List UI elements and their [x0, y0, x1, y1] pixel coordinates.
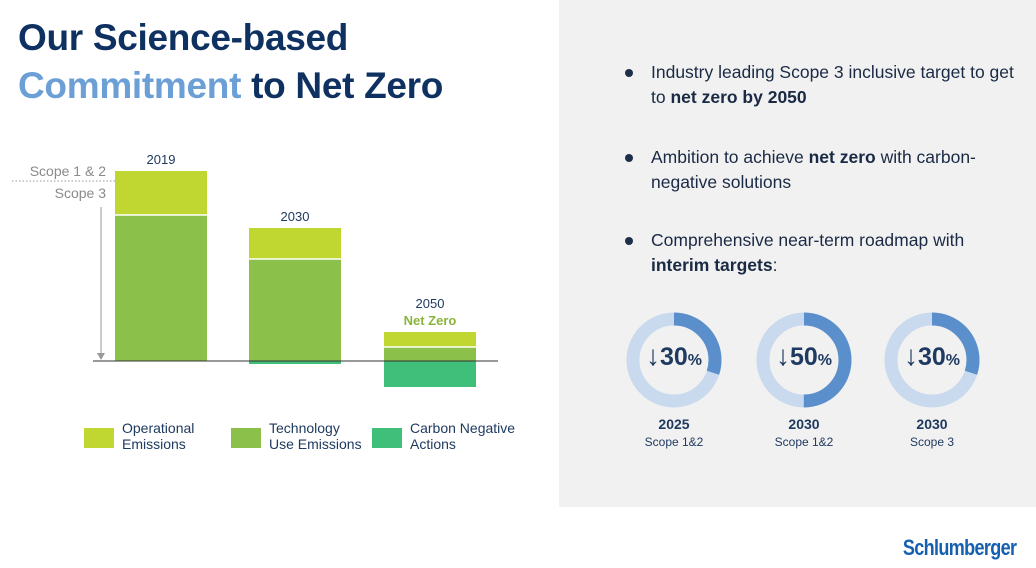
- page-title: Our Science-based Commitment to Net Zero: [18, 14, 443, 110]
- target-scope: Scope 3: [909, 435, 955, 449]
- target-2025-scope12: ↓30% 2025 Scope 1&2: [624, 310, 724, 449]
- legend-item-carbon-negative: Carbon Negative Actions: [372, 420, 515, 454]
- title-line1: Our Science-based: [18, 17, 349, 58]
- category-label-2050: 2050: [416, 296, 445, 311]
- target-scope: Scope 1&2: [774, 435, 834, 449]
- bullet3-text-post: :: [772, 255, 778, 275]
- bullet1-text: Industry leading Scope 3 inclusive targe…: [651, 62, 1014, 107]
- bar-operational-2019: [115, 171, 207, 215]
- bar-technology-2019: [115, 215, 207, 361]
- bullet3-text: Comprehensive near-term roadmap with: [651, 230, 965, 250]
- scope-12-label: Scope 1 & 2: [30, 163, 106, 179]
- legend-swatch-technology: [231, 428, 261, 448]
- bullet2-text: Ambition to achieve: [651, 147, 809, 167]
- bullet1-bold: net zero by 2050: [670, 87, 807, 107]
- bullet-roadmap: Comprehensive near-term roadmap with int…: [622, 228, 1022, 278]
- bullet3-bold: interim targets: [651, 255, 773, 275]
- down-arrow-icon: ↓: [903, 340, 918, 371]
- target-year: 2030: [916, 416, 948, 432]
- bar-technology-2030: [249, 259, 341, 361]
- target-unit: %: [945, 352, 961, 369]
- net-zero-label: Net Zero: [404, 313, 457, 328]
- donut-progress: [884, 312, 980, 408]
- bullet2-text-post: with carbon-negative solutions: [651, 147, 976, 192]
- target-value: 30: [659, 343, 688, 371]
- bar-operational-2030: [249, 228, 341, 259]
- category-label-2019: 2019: [147, 152, 176, 167]
- scope-3-label: Scope 3: [55, 185, 107, 201]
- donut-ring: [884, 312, 980, 408]
- legend-item-technology: Technology Use Emissions: [231, 420, 362, 454]
- bullet2-bold: net zero: [808, 147, 876, 167]
- title-accent: Commitment: [18, 65, 242, 106]
- category-label-2030: 2030: [281, 209, 310, 224]
- target-percentage: ↓50%: [754, 340, 854, 372]
- target-2030-scope3: ↓30% 2030 Scope 3: [882, 310, 982, 449]
- donut-progress: [756, 312, 852, 408]
- bar-carbon-negative-2050: [384, 361, 476, 387]
- bar-technology-2050: [384, 347, 476, 361]
- target-percentage: ↓30%: [882, 340, 982, 372]
- bar-carbon-negative-2030: [249, 361, 341, 364]
- target-value: 50: [789, 343, 818, 371]
- schlumberger-logo: Schlumberger: [902, 535, 1017, 560]
- target-year: 2030: [788, 416, 820, 432]
- target-year: 2025: [658, 416, 690, 432]
- target-unit: %: [817, 352, 833, 369]
- target-unit: %: [687, 352, 703, 369]
- target-percentage: ↓30%: [624, 340, 724, 372]
- legend-swatch-operational: [84, 428, 114, 448]
- bar-operational-2050: [384, 332, 476, 347]
- legend-label-operational: Operational Emissions: [122, 420, 195, 452]
- legend-item-operational: Operational Emissions: [84, 420, 194, 454]
- down-arrow-icon: [97, 353, 105, 360]
- bullet-net-zero-ambition: Ambition to achieve net zero with carbon…: [622, 145, 1022, 195]
- down-arrow-icon: ↓: [645, 340, 660, 371]
- right-panel: [559, 0, 1036, 507]
- title-line2-rest: to Net Zero: [241, 65, 444, 106]
- target-2030-scope12: ↓50% 2030 Scope 1&2: [754, 310, 854, 449]
- legend-label-technology: Technology Use Emissions: [269, 420, 362, 452]
- target-value: 30: [917, 343, 946, 371]
- legend-label-carbon-negative: Carbon Negative Actions: [410, 420, 516, 452]
- down-arrow-icon: ↓: [775, 340, 790, 371]
- donut-ring: [626, 312, 722, 408]
- emissions-chart: 2019 2030 2050 Net Zero Scope 1 & 2 Scope 3: [12, 152, 498, 387]
- donut-ring: [756, 312, 852, 408]
- legend-swatch-carbon-negative: [372, 428, 402, 448]
- target-scope: Scope 1&2: [644, 435, 704, 449]
- donut-progress: [626, 312, 722, 408]
- bullet-scope3-target: Industry leading Scope 3 inclusive targe…: [622, 60, 1022, 110]
